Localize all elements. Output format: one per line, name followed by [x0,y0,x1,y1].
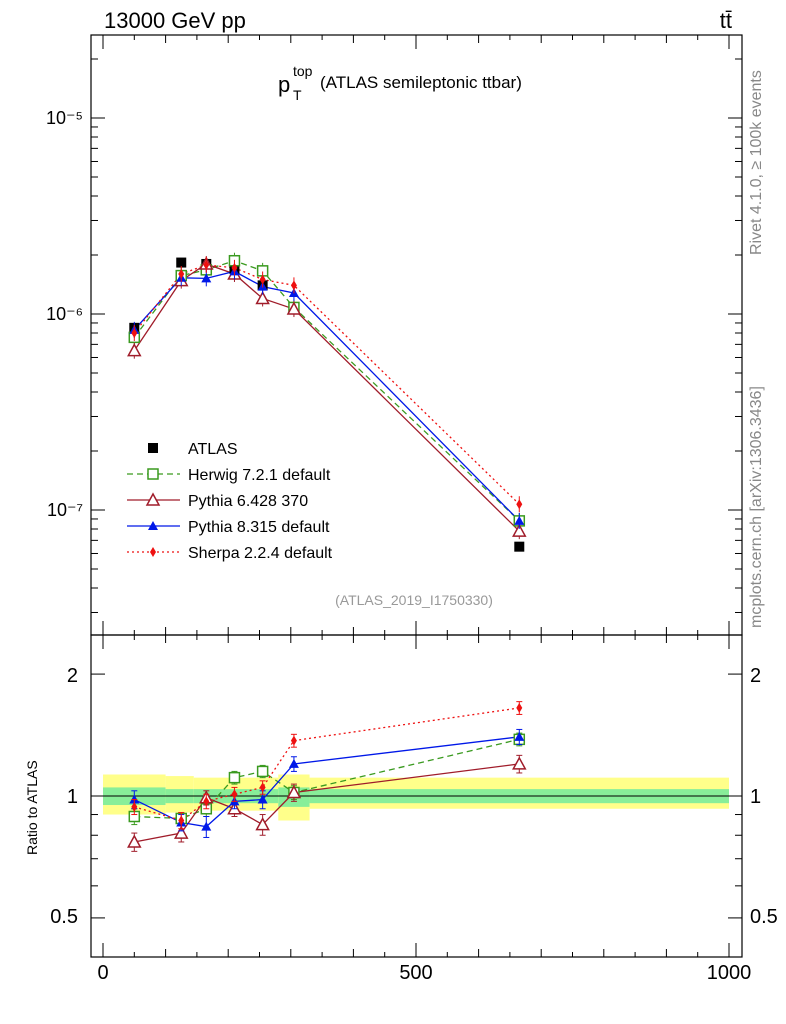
legend: ATLAS Herwig 7.2.1 default Pythia 6.428 37… [127,441,333,562]
data-point-3-6 [514,515,525,525]
ratio-point-2-4 [257,794,268,804]
data-point-2-6 [512,523,527,537]
ratio-point-0-3 [228,771,241,784]
legend-label-1: Herwig 7.2.1 default [188,467,331,484]
rivet-label: Rivet 4.1.0, ≥ 100k events [748,70,765,255]
main-series-markers [127,252,527,552]
ratio-tick-label-05-left: 0.5 [50,906,78,928]
data-point-4-3 [231,262,238,273]
legend-label-0: ATLAS [188,441,238,458]
ratio-series-lines [134,707,520,843]
ratio-point-0-4 [256,765,269,778]
x-tick-label-0: 0 [97,962,108,984]
data-point-3-2 [201,273,212,283]
analysis-tag: (ATLAS_2019_I1750330) [335,592,493,608]
ratio-bands [103,774,729,821]
ratio-point-2-2 [201,821,212,831]
data-point-2-5 [286,301,302,315]
ratio-frame [90,634,743,958]
ratio-point-1-5 [286,784,302,799]
title-rest: (ATLAS semileptonic ttbar) [320,73,522,92]
legend-marker-1 [147,468,159,480]
legend-label-2: Pythia 6.428 370 [188,493,308,510]
data-point-4-1 [178,268,185,279]
data-point-2-0 [127,343,142,357]
ratio-point-3-3 [231,789,238,800]
legend-marker-0 [148,443,158,453]
x-tick-label-500: 500 [399,962,432,984]
title-main: p [278,72,290,97]
ratio-point-3-5 [290,735,297,746]
ratio-point-2-5 [288,758,299,768]
ratio-tick-label-2-right: 2 [750,665,761,687]
data-point-2-4 [255,290,270,305]
data-point-4-4 [259,274,266,285]
ratio-tick-label-2-left: 2 [67,665,78,687]
main-panel: p top T (ATLAS semileptonic ttbar) 10⁻⁵ … [46,34,743,636]
series-line-2 [133,263,520,532]
title-sub: T [293,87,302,103]
data-point-0-6 [514,541,525,552]
legend-label-3: Pythia 8.315 default [188,519,330,536]
ratio-tick-label-05-right: 0.5 [750,906,778,928]
ratio-point-3-6 [516,702,523,713]
ratio-tick-label-1-right: 1 [750,786,761,808]
ratio-y-label: Ratio to ATLAS [24,760,40,855]
ratio-axis-ticks [91,635,742,957]
y-tick-label-1e-6: 10⁻⁶ [46,304,83,324]
legend-marker-2 [145,492,161,506]
y-tick-label-1e-5: 10⁻⁵ [46,108,83,128]
data-point-4-5 [290,280,297,291]
ratio-point-1-0 [127,834,142,848]
main-series-lines [133,260,520,532]
ratio-tick-label-1-left: 1 [67,786,78,808]
main-axis-ticks [91,35,742,635]
chart-title: p [278,72,290,97]
ratio-point-3-0 [131,801,138,812]
data-point-4-2 [203,259,210,270]
ratio-panel: Ratio to ATLAS 2 1 0.5 2 1 0.5 0 500 100… [24,634,778,984]
ratio-point-3-1 [178,815,185,826]
legend-label-4: Sherpa 2.2.4 default [188,545,333,562]
process-label: tt̄ [720,8,732,33]
energy-label: 13000 GeV pp [104,8,246,33]
data-point-4-0 [131,327,138,338]
mcplots-label: mcplots.cern.ch [arXiv:1306.3436] [748,386,765,628]
x-tick-label-1000: 1000 [707,962,752,984]
legend-marker-4 [150,547,156,557]
data-point-0-1 [176,257,187,268]
legend-marker-3 [148,521,158,530]
data-point-4-6 [516,499,523,510]
ratio-point-1-6 [512,756,527,770]
ratio-point-2-6 [514,731,525,741]
title-sup: top [293,63,313,79]
ratio-series-markers [127,701,527,852]
ratio-point-1-4 [255,817,270,831]
ratio-point-3-4 [259,782,266,793]
y-tick-label-1e-7: 10⁻⁷ [47,500,83,520]
ratio-point-3-2 [203,796,210,807]
ratio-point-1-1 [173,825,189,839]
